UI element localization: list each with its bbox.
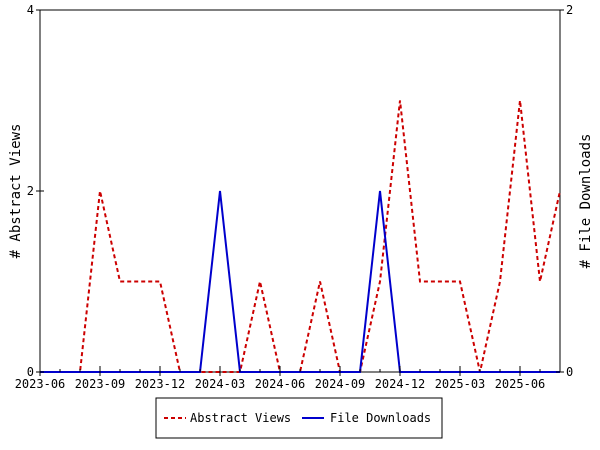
y-axis-title: # Abstract Views xyxy=(8,124,24,259)
x-tick-label: 2024-09 xyxy=(315,377,366,391)
legend-box xyxy=(155,397,443,439)
x-tick-label: 2024-06 xyxy=(255,377,306,391)
x-tick-label: 2024-12 xyxy=(375,377,426,391)
y2-axis-title: # File Downloads xyxy=(578,134,594,269)
x-tick-label: 2023-12 xyxy=(135,377,186,391)
plot-area xyxy=(39,9,561,373)
legend-label-file-downloads: File Downloads xyxy=(330,411,431,425)
x-tick-label: 2025-06 xyxy=(495,377,546,391)
legend: Abstract Views File Downloads xyxy=(155,397,443,439)
y-tick-label: 4 xyxy=(27,3,34,17)
x-tick-label: 2023-06 xyxy=(15,377,66,391)
axis-layer: 2023-06 2023-09 2023-12 2024-03 2024-06 2024-… xyxy=(15,3,574,391)
x-tick-label: 2023-09 xyxy=(75,377,126,391)
y-tick-label: 0 xyxy=(27,365,34,379)
y-tick-label: 2 xyxy=(27,184,34,198)
x-tick-label: 2025-03 xyxy=(435,377,486,391)
y2-tick-label: 2 xyxy=(566,3,573,17)
legend-label-abstract-views: Abstract Views xyxy=(190,411,291,425)
x-tick-label: 2024-03 xyxy=(195,377,246,391)
y2-tick-label: 0 xyxy=(566,365,573,379)
